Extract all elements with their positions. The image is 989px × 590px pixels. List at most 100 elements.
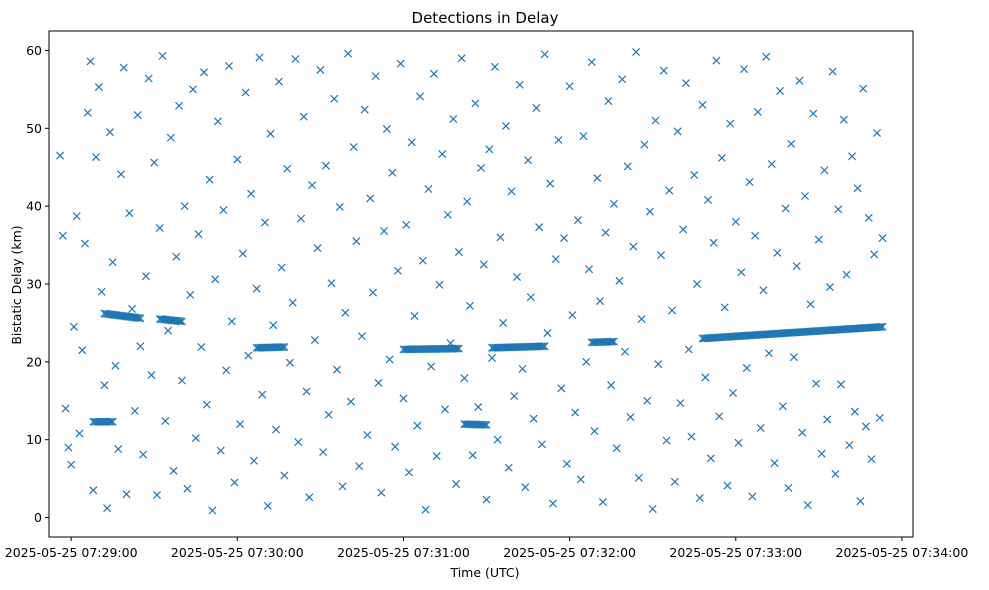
data-point-219 — [662, 436, 671, 445]
data-point-297 — [878, 234, 887, 243]
data-point-91 — [308, 181, 317, 190]
data-point-149 — [468, 451, 477, 460]
data-point-157 — [490, 62, 499, 71]
data-point-11 — [86, 57, 95, 66]
data-point-12 — [89, 486, 98, 495]
data-point-203 — [618, 75, 627, 84]
data-point-142 — [449, 114, 458, 123]
data-point-150 — [471, 99, 480, 108]
data-point-18 — [105, 128, 114, 137]
data-point-350 — [280, 343, 289, 352]
data-point-161 — [501, 121, 510, 130]
data-point-44 — [177, 376, 186, 385]
x-tick-label-2: 2025-05-25 07:31:00 — [337, 545, 470, 560]
data-point-229 — [690, 170, 699, 180]
data-point-180 — [554, 135, 563, 145]
data-point-426 — [606, 337, 615, 346]
data-point-112 — [366, 194, 375, 203]
data-point-331 — [174, 316, 183, 326]
data-point-72 — [255, 53, 264, 62]
data-point-232 — [698, 100, 707, 109]
data-point-64 — [233, 155, 242, 164]
data-point-288 — [853, 184, 862, 193]
data-point-137 — [435, 280, 444, 289]
data-point-167 — [518, 364, 527, 373]
data-point-117 — [380, 227, 389, 236]
data-point-51 — [197, 343, 206, 352]
data-point-271 — [806, 300, 815, 309]
data-point-171 — [529, 414, 538, 423]
data-point-74 — [260, 218, 270, 227]
data-point-34 — [150, 158, 159, 167]
data-point-247 — [740, 65, 749, 74]
data-point-332 — [176, 317, 185, 326]
x-axis-ticks: 2025-05-25 07:29:00 2025-05-25 07:30:00 20… — [5, 537, 969, 560]
data-point-35 — [152, 490, 162, 499]
data-point-155 — [485, 145, 494, 154]
x-tick-label-4: 2025-05-25 07:33:00 — [669, 545, 802, 560]
data-point-204 — [620, 347, 630, 356]
data-point-24 — [122, 490, 131, 499]
data-point-235 — [706, 454, 715, 463]
data-point-7 — [75, 429, 84, 438]
data-point-27 — [130, 406, 139, 415]
data-point-31 — [141, 272, 150, 281]
data-point-81 — [280, 471, 289, 480]
data-point-154 — [482, 495, 491, 504]
data-point-79 — [274, 77, 283, 86]
data-point-227 — [684, 345, 693, 354]
data-point-78 — [272, 425, 281, 434]
data-point-202 — [615, 276, 624, 285]
data-point-107 — [352, 237, 361, 246]
data-point-80 — [277, 263, 286, 272]
data-point-268 — [798, 428, 807, 437]
data-point-38 — [161, 416, 170, 426]
data-point-4 — [64, 443, 73, 452]
data-point-289 — [856, 497, 865, 506]
data-point-195 — [596, 297, 605, 306]
data-point-66 — [238, 249, 247, 258]
data-point-153 — [479, 260, 488, 269]
y-tick-label-2: 20 — [26, 354, 42, 369]
data-point-179 — [551, 255, 560, 264]
data-point-36 — [155, 223, 164, 232]
data-point-55 — [208, 506, 217, 515]
data-point-319 — [136, 314, 145, 323]
data-point-110 — [360, 105, 369, 114]
data-point-54 — [205, 175, 214, 184]
data-point-244 — [731, 217, 740, 226]
data-point-273 — [812, 379, 821, 388]
data-point-49 — [191, 434, 200, 443]
y-axis-ticks: 0 10 20 30 40 50 60 — [26, 43, 49, 525]
data-point-275 — [817, 449, 826, 458]
data-point-114 — [371, 72, 380, 81]
data-point-218 — [659, 66, 668, 75]
x-tick-label-5: 2025-05-25 07:34:00 — [836, 545, 969, 560]
data-point-206 — [626, 413, 635, 422]
data-point-47 — [186, 290, 195, 299]
data-point-181 — [557, 384, 566, 393]
data-point-70 — [249, 456, 258, 465]
data-point-276 — [820, 166, 829, 175]
data-point-220 — [665, 186, 674, 195]
data-point-96 — [321, 161, 330, 170]
data-point-135 — [429, 69, 438, 78]
data-point-348 — [276, 343, 285, 352]
data-point-111 — [363, 430, 372, 440]
data-point-90 — [305, 493, 314, 502]
data-point-277 — [823, 415, 832, 424]
data-point-383 — [454, 344, 463, 353]
data-point-124 — [399, 394, 408, 403]
data-point-140 — [443, 210, 452, 219]
data-point-240 — [720, 303, 729, 312]
data-point-1 — [58, 231, 67, 240]
data-point-241 — [723, 481, 732, 490]
data-point-118 — [382, 125, 391, 134]
data-point-296 — [875, 413, 884, 422]
x-tick-label-0: 2025-05-25 07:29:00 — [5, 545, 138, 560]
data-point-169 — [524, 156, 533, 165]
data-point-122 — [393, 266, 402, 275]
data-point-147 — [463, 197, 472, 206]
data-point-166 — [515, 80, 524, 89]
data-point-214 — [648, 504, 657, 513]
